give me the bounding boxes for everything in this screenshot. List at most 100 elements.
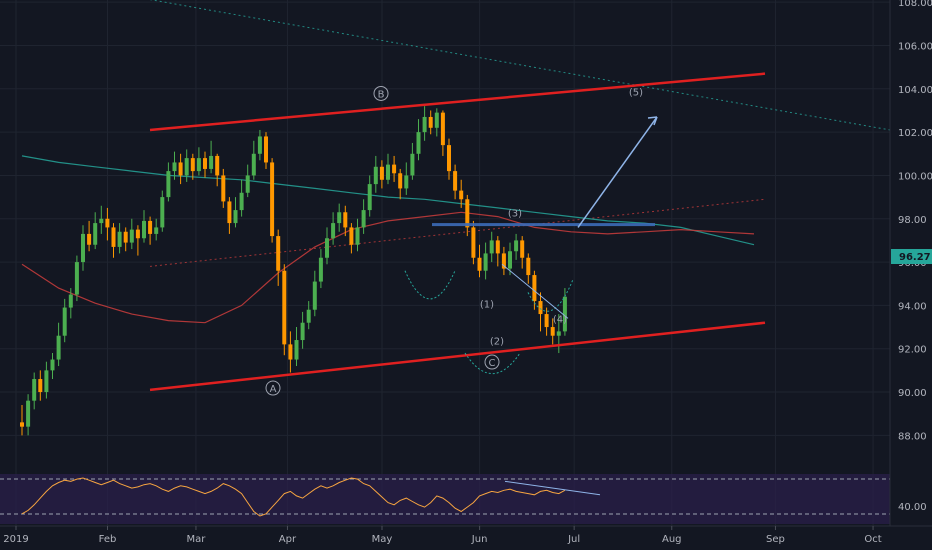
wave-label-circle [484,354,500,370]
candle-body [453,171,458,191]
channel-lower-line [149,321,766,392]
wave-label: (1) [480,300,494,311]
candle-body [306,309,311,323]
wave-label: B [378,89,385,100]
wave-label: (2) [490,336,504,347]
candle-body [38,379,43,393]
candle-body [355,227,360,245]
grid-layer [0,0,890,526]
candle-body [20,422,24,427]
projection-arrowhead [647,116,658,126]
candle-body [105,218,110,228]
wave-label-circle [265,380,281,396]
candle-body [62,307,67,336]
candle-body [81,233,85,263]
candle-body [215,155,220,176]
candle-body [26,400,31,427]
candle-body [117,231,122,247]
price-tick-label: 88.00 [898,431,927,442]
candle-body [386,164,390,180]
base-curve-c [464,352,521,375]
time-tick-label: May [372,534,393,545]
candle-body [32,379,37,401]
candle-body [465,199,470,228]
candle-body [129,229,134,243]
candle-body [135,229,140,239]
candle-body [209,155,214,169]
candle-body [184,158,189,176]
wave-label: A [270,384,277,395]
price-tick-label: 92.00 [898,345,927,356]
candle-body [556,331,561,336]
time-tick-label: Mar [187,534,207,545]
candle-body [312,281,317,310]
candle-body [142,220,146,239]
price-tick-label: 100.00 [898,171,932,182]
candle-body [288,344,293,360]
candle-body [416,132,421,154]
candle-body [87,233,92,245]
rsi-line [21,477,566,517]
candle-body [44,370,49,393]
trend-overlays [21,0,891,324]
wedge-line [501,263,569,319]
candle-body [422,116,427,133]
candle-body [196,158,201,172]
candle-body [178,162,183,176]
wave-label: C [489,358,496,369]
candle-body [434,112,439,128]
price-tick-label: 94.00 [898,301,927,312]
candle-body [428,116,433,128]
candle-body [325,238,329,258]
candle-body [221,175,226,202]
candles [20,106,567,436]
candle-body [276,236,281,271]
time-tick-label: Feb [99,534,117,545]
candle-body [520,240,525,258]
projection-arrow [577,116,658,228]
candle-body [459,190,464,200]
candle-body [264,136,268,163]
time-tick-label: Sep [766,534,785,545]
candle-body [300,322,305,341]
candle-body [68,294,73,308]
candle-body [160,197,165,228]
candle-body [172,162,177,172]
price-tick-label: 90.00 [898,388,927,399]
candle-body [74,262,79,295]
candle-body [227,201,232,224]
last-price-tag: 96.27 [891,249,932,264]
candle-body [190,158,195,172]
candle-body [514,240,519,252]
candle-body [282,270,287,345]
candle-body [245,175,250,193]
candle-body [331,223,336,239]
candle-body [251,153,256,176]
time-tick-label: Aug [662,534,682,545]
candle-body [93,223,98,245]
annotation-overlays: A B C (1) (2) (3) (4) (5) [149,72,766,396]
candle-body [440,112,445,146]
candle-body [154,227,159,234]
time-tick-label: Jul [567,534,580,545]
price-tick-label: 108.00 [898,0,932,9]
base-curve-4 [527,279,574,312]
wave-label: (4) [553,315,567,326]
candle-body [367,184,372,211]
last-price-label: 96.27 [899,252,931,263]
candle-body [526,257,531,276]
candle-body [270,162,275,237]
candle-body [483,253,488,271]
candle-body [392,164,397,174]
candle-body [318,257,323,282]
wave-label: (5) [629,87,643,98]
candle-body [349,227,354,245]
candle-body [544,314,549,328]
price-tick-label: 106.00 [898,41,932,52]
rsi-tick-label: 40.00 [898,502,927,513]
last-price-tag-bg [891,249,932,264]
candle-body [233,210,238,224]
candle-body [477,257,482,271]
